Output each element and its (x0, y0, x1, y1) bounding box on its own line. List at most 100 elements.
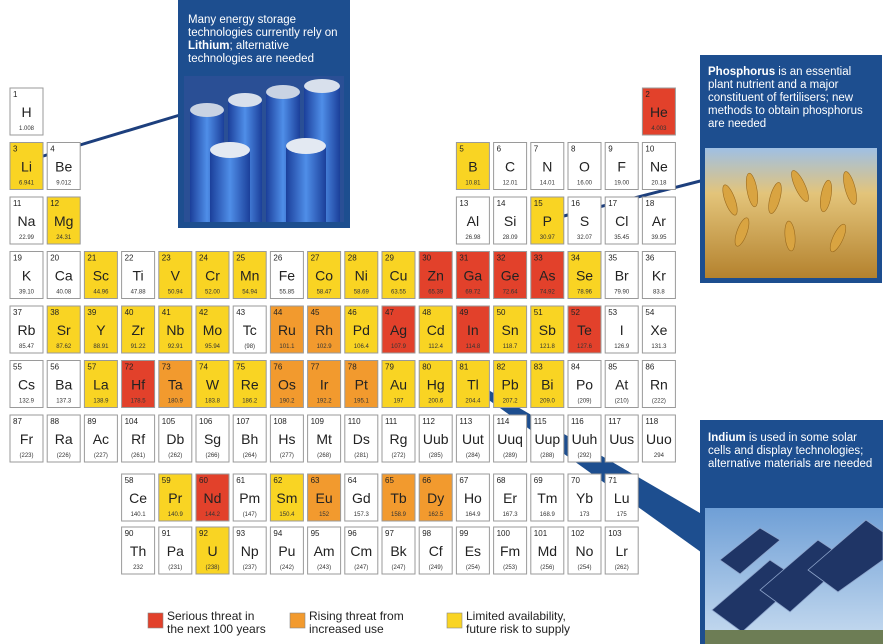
element-cell: 51 Sb 121.8 (530, 305, 565, 354)
atomic-mass: 140.1 (131, 512, 147, 518)
element-cell: 113 Uut (284) (455, 414, 490, 463)
element-box (307, 360, 342, 408)
element-cell: 6C 12.01 (493, 142, 528, 190)
element-cell: 12 Mg 24.31 (46, 196, 81, 245)
atomic-number: 115 (534, 417, 547, 426)
element-symbol: He (650, 104, 668, 120)
element-box (567, 414, 602, 463)
element-box (418, 305, 453, 354)
element-box (381, 251, 416, 299)
element-cell: 1H 1.008 (9, 87, 44, 136)
element-cell: 88 Ra (226) (46, 414, 81, 463)
atomic-mass: 140.9 (168, 512, 184, 518)
element-box (9, 414, 44, 463)
legend-line: future risk to supply (466, 622, 571, 636)
element-cell: 110 Ds (281) (344, 414, 379, 463)
legend-swatch (446, 612, 463, 629)
element-symbol: No (576, 543, 594, 559)
element-cell: 46 Pd 106.4 (344, 305, 379, 354)
element-symbol: Bh (241, 431, 258, 447)
element-symbol: Zr (131, 322, 145, 338)
element-symbol: W (206, 377, 220, 393)
element-cell: 106 Sg (266) (195, 414, 230, 463)
element-symbol: U (207, 543, 217, 559)
element-cell: 78 Pt 195.1 (344, 360, 379, 408)
element-box (530, 305, 565, 354)
atomic-mass: 150.4 (279, 512, 295, 518)
atomic-number: 100 (497, 529, 511, 538)
atomic-number: 58 (125, 476, 134, 485)
atomic-mass: 195.1 (354, 399, 370, 405)
atomic-mass: 58.69 (354, 290, 370, 296)
atomic-mass: 6.941 (19, 181, 35, 187)
element-cell: 86 Rn (222) (641, 360, 676, 408)
atomic-mass: 144.2 (205, 512, 221, 518)
atomic-number: 33 (534, 254, 543, 263)
element-box (604, 305, 639, 354)
element-symbol: Rg (390, 431, 408, 447)
element-cell: 65 Tb 158.9 (381, 473, 416, 522)
element-box (307, 473, 342, 522)
atomic-number: 12 (50, 199, 59, 208)
atomic-number: 23 (162, 254, 171, 263)
element-symbol: Co (315, 268, 333, 284)
element-symbol: Hs (278, 431, 295, 447)
atomic-mass: 207.2 (503, 399, 519, 405)
element-cell: 116 Uuh (292) (567, 414, 602, 463)
element-symbol: Er (503, 490, 517, 506)
wheat-image (722, 170, 857, 253)
element-symbol: Te (577, 322, 592, 338)
atomic-mass: 167.3 (503, 512, 519, 518)
element-symbol: La (93, 377, 109, 393)
lithium-callout-text: Many energy storage technologies current… (188, 14, 346, 66)
element-box (46, 142, 81, 190)
atomic-number: 62 (273, 476, 282, 485)
element-symbol: Be (55, 159, 72, 175)
element-cell: 75 Re 186.2 (232, 360, 267, 408)
atomic-mass: 26.98 (465, 235, 481, 241)
atomic-number: 87 (13, 417, 22, 426)
keyword: Lithium (188, 40, 230, 52)
element-symbol: Nd (204, 490, 222, 506)
element-symbol: I (620, 322, 624, 338)
element-box (158, 473, 193, 522)
element-symbol: Dy (427, 490, 444, 506)
element-cell: 3Li 6.941 (9, 142, 44, 190)
atomic-number: 25 (236, 254, 245, 263)
element-box (83, 305, 118, 354)
element-symbol: Ar (652, 213, 666, 229)
element-symbol: At (615, 377, 628, 393)
atomic-mass: 79.90 (614, 290, 630, 296)
atomic-number: 40 (125, 308, 134, 317)
element-symbol: Es (465, 543, 481, 559)
element-symbol: Po (576, 377, 593, 393)
element-cell: 70 Yb 173 (567, 473, 602, 522)
element-box (344, 526, 379, 575)
atomic-number: 41 (162, 308, 171, 317)
lithium-callout-box (178, 0, 350, 228)
element-symbol: Fm (500, 543, 520, 559)
atomic-mass: (285) (429, 453, 443, 459)
element-box (493, 360, 528, 408)
element-box (493, 414, 528, 463)
element-symbol: Ac (93, 431, 109, 447)
atomic-mass: 32.07 (577, 235, 593, 241)
atomic-number: 72 (125, 363, 134, 372)
atomic-number: 54 (645, 308, 654, 317)
atomic-mass: 30.97 (540, 235, 556, 241)
element-cell: 109 Mt (268) (307, 414, 342, 463)
element-box (418, 526, 453, 575)
atomic-number: 37 (13, 308, 22, 317)
element-box (567, 360, 602, 408)
atomic-number: 36 (645, 254, 654, 263)
element-cell: 92 U (238) (195, 526, 230, 575)
atomic-number: 99 (459, 529, 468, 538)
element-box (307, 305, 342, 354)
element-box (269, 526, 304, 575)
atomic-number: 112 (422, 417, 435, 426)
element-box (344, 360, 379, 408)
element-box (9, 251, 44, 299)
element-box (195, 360, 230, 408)
atomic-number: 91 (162, 529, 171, 538)
element-symbol: Hf (131, 377, 145, 393)
